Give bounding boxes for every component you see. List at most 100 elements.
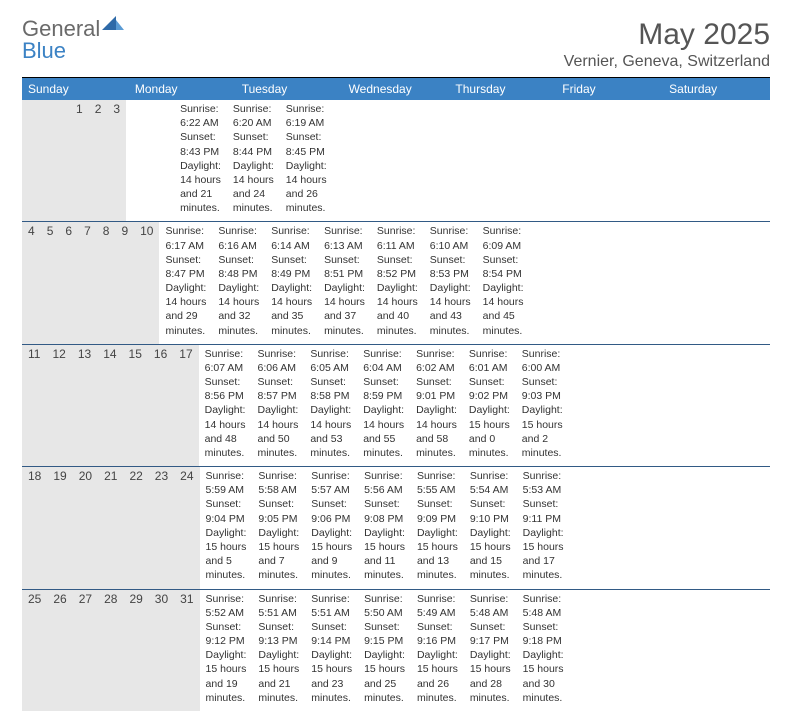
sunset-text: Sunset: 9:02 PM [469,375,510,403]
day-info-cell: Sunrise: 6:04 AMSunset: 8:59 PMDaylight:… [357,345,410,466]
date-cell: 23 [149,467,174,588]
date-cell: 29 [123,590,148,711]
date-cell [58,100,70,221]
day-info-cell: Sunrise: 6:16 AMSunset: 8:48 PMDaylight:… [212,222,265,343]
sunset-text: Sunset: 9:14 PM [311,620,352,648]
date-cell: 1 [70,100,89,221]
logo: GeneralBlue [22,18,124,62]
daylight-text: Daylight: 15 hours and 2 minutes. [522,403,563,460]
sunset-text: Sunset: 9:10 PM [470,497,511,525]
sunset-text: Sunset: 8:59 PM [363,375,404,403]
day-info-cell: Sunrise: 6:22 AMSunset: 8:43 PMDaylight:… [174,100,227,221]
sunset-text: Sunset: 9:05 PM [258,497,299,525]
date-cell: 5 [41,222,60,343]
daylight-text: Daylight: 14 hours and 40 minutes. [377,281,418,338]
daylight-text: Daylight: 14 hours and 45 minutes. [483,281,524,338]
sunset-text: Sunset: 8:49 PM [271,253,312,281]
sunrise-text: Sunrise: 6:10 AM [430,224,471,252]
daylight-text: Daylight: 14 hours and 50 minutes. [257,403,298,460]
day-info-cell: Sunrise: 6:06 AMSunset: 8:57 PMDaylight:… [251,345,304,466]
sunrise-text: Sunrise: 5:48 AM [523,592,564,620]
day-info-cell: Sunrise: 5:48 AMSunset: 9:17 PMDaylight:… [464,590,517,711]
week: 45678910Sunrise: 6:17 AMSunset: 8:47 PMD… [22,222,770,344]
daylight-text: Daylight: 14 hours and 37 minutes. [324,281,365,338]
info-row: Sunrise: 6:22 AMSunset: 8:43 PMDaylight:… [126,100,333,221]
daylight-text: Daylight: 15 hours and 28 minutes. [470,648,511,705]
date-cell [34,100,46,221]
sunrise-text: Sunrise: 5:57 AM [311,469,352,497]
date-cell: 13 [72,345,97,466]
info-row: Sunrise: 6:07 AMSunset: 8:56 PMDaylight:… [199,345,569,466]
day-info-cell [162,100,174,221]
info-row: Sunrise: 6:17 AMSunset: 8:47 PMDaylight:… [159,222,529,343]
daylight-text: Daylight: 15 hours and 7 minutes. [258,526,299,583]
date-cell: 12 [46,345,71,466]
day-info-cell: Sunrise: 5:50 AMSunset: 9:15 PMDaylight:… [358,590,411,711]
day-info-cell: Sunrise: 5:56 AMSunset: 9:08 PMDaylight:… [358,467,411,588]
daylight-text: Daylight: 15 hours and 17 minutes. [523,526,564,583]
sunset-text: Sunset: 8:43 PM [180,130,221,158]
sunset-text: Sunset: 8:58 PM [310,375,351,403]
sunset-text: Sunset: 8:44 PM [233,130,274,158]
calendar: SundayMondayTuesdayWednesdayThursdayFrid… [22,77,770,711]
day-info-cell: Sunrise: 6:09 AMSunset: 8:54 PMDaylight:… [477,222,530,343]
week: 11121314151617Sunrise: 6:07 AMSunset: 8:… [22,345,770,467]
day-info-cell: Sunrise: 6:05 AMSunset: 8:58 PMDaylight:… [304,345,357,466]
week: 123 Sunrise: 6:22 AMSunset: 8:43 PMDaylig… [22,100,770,222]
day-info-cell: Sunrise: 6:07 AMSunset: 8:56 PMDaylight:… [199,345,252,466]
day-header-cell: Saturday [663,78,770,100]
day-header-cell: Sunday [22,78,129,100]
sunrise-text: Sunrise: 5:51 AM [311,592,352,620]
sunrise-text: Sunrise: 6:14 AM [271,224,312,252]
sunset-text: Sunset: 9:08 PM [364,497,405,525]
day-info-cell: Sunrise: 6:01 AMSunset: 9:02 PMDaylight:… [463,345,516,466]
date-row: 18192021222324 [22,467,200,588]
sunrise-text: Sunrise: 6:22 AM [180,102,221,130]
title-block: May 2025 Vernier, Geneva, Switzerland [564,18,770,71]
day-info-cell: Sunrise: 6:11 AMSunset: 8:52 PMDaylight:… [371,222,424,343]
sunrise-text: Sunrise: 5:55 AM [417,469,458,497]
date-cell: 10 [134,222,159,343]
date-cell: 30 [149,590,174,711]
week: 25262728293031Sunrise: 5:52 AMSunset: 9:… [22,590,770,711]
daylight-text: Daylight: 15 hours and 15 minutes. [470,526,511,583]
day-info-cell [138,100,150,221]
date-cell: 8 [97,222,116,343]
sunrise-text: Sunrise: 6:13 AM [324,224,365,252]
daylight-text: Daylight: 14 hours and 48 minutes. [205,403,246,460]
sunrise-text: Sunrise: 6:16 AM [218,224,259,252]
sunset-text: Sunset: 9:04 PM [206,497,247,525]
day-info-cell: Sunrise: 5:52 AMSunset: 9:12 PMDaylight:… [200,590,253,711]
daylight-text: Daylight: 14 hours and 35 minutes. [271,281,312,338]
daylight-text: Daylight: 14 hours and 58 minutes. [416,403,457,460]
date-row: 25262728293031 [22,590,200,711]
sunset-text: Sunset: 8:48 PM [218,253,259,281]
date-cell [46,100,58,221]
daylight-text: Daylight: 15 hours and 21 minutes. [258,648,299,705]
day-info-cell: Sunrise: 5:48 AMSunset: 9:18 PMDaylight:… [517,590,570,711]
info-row: Sunrise: 5:59 AMSunset: 9:04 PMDaylight:… [200,467,570,588]
day-info-cell: Sunrise: 6:13 AMSunset: 8:51 PMDaylight:… [318,222,371,343]
day-info-cell: Sunrise: 6:00 AMSunset: 9:03 PMDaylight:… [516,345,569,466]
daylight-text: Daylight: 15 hours and 9 minutes. [311,526,352,583]
day-info-cell: Sunrise: 5:59 AMSunset: 9:04 PMDaylight:… [200,467,253,588]
date-cell: 17 [173,345,198,466]
sunset-text: Sunset: 8:52 PM [377,253,418,281]
sunrise-text: Sunrise: 6:05 AM [310,347,351,375]
date-row: 123 [22,100,126,221]
sunrise-text: Sunrise: 6:00 AM [522,347,563,375]
day-info-cell [150,100,162,221]
date-cell: 15 [123,345,148,466]
daylight-text: Daylight: 15 hours and 19 minutes. [206,648,247,705]
sunset-text: Sunset: 8:51 PM [324,253,365,281]
daylight-text: Daylight: 15 hours and 0 minutes. [469,403,510,460]
daylight-text: Daylight: 14 hours and 29 minutes. [165,281,206,338]
day-info-cell: Sunrise: 6:02 AMSunset: 9:01 PMDaylight:… [410,345,463,466]
day-info-cell: Sunrise: 5:51 AMSunset: 9:13 PMDaylight:… [252,590,305,711]
sunrise-text: Sunrise: 6:02 AM [416,347,457,375]
date-cell: 11 [22,345,46,466]
date-cell: 31 [174,590,199,711]
sunset-text: Sunset: 9:16 PM [417,620,458,648]
day-info-cell: Sunrise: 6:19 AMSunset: 8:45 PMDaylight:… [280,100,333,221]
daylight-text: Daylight: 15 hours and 11 minutes. [364,526,405,583]
